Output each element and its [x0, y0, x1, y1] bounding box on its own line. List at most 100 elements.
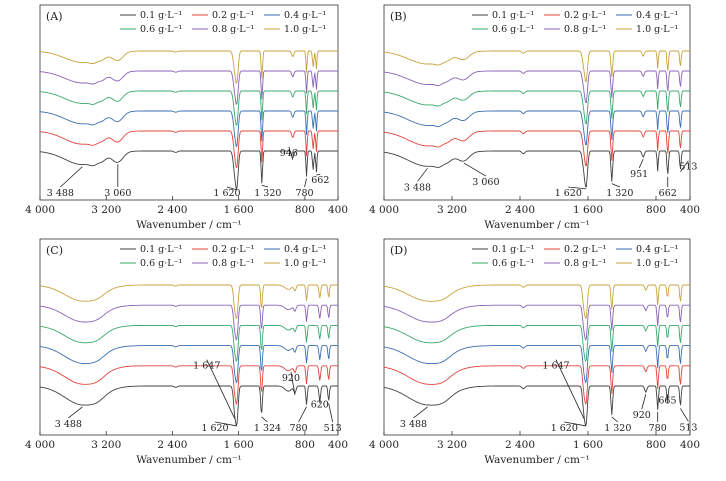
legend-item: 0.1 g·L⁻¹: [120, 244, 183, 255]
annotation-label: 1 647: [542, 361, 569, 372]
x-axis-label: Wavenumber / cm⁻¹: [484, 454, 590, 466]
series-line: [39, 345, 338, 384]
x-axis-label: Wavenumber / cm⁻¹: [136, 454, 242, 466]
x-tick-label: 400: [680, 204, 700, 216]
x-tick-label: 1 600: [573, 204, 603, 216]
series-line: [383, 50, 690, 83]
annotation-label: 513: [679, 422, 697, 433]
series-line: [39, 365, 338, 405]
x-tick-label: 400: [328, 204, 348, 216]
peak-annotation: 665: [658, 394, 677, 406]
legend-item: 0.6 g·L⁻¹: [472, 258, 535, 269]
legend-item: 0.1 g·L⁻¹: [472, 10, 535, 21]
peak-annotation: 3 488: [400, 406, 428, 430]
series-line: [383, 130, 690, 167]
annotation-arrow: [413, 406, 428, 419]
annotation-arrow: [290, 371, 296, 396]
plot-frame: [383, 4, 691, 201]
peak-annotation: 662: [311, 173, 329, 186]
peak-annotation: 513: [324, 403, 342, 434]
legend-label: 0.2 g·L⁻¹: [564, 10, 607, 21]
annotation-arrow: [316, 173, 321, 176]
legend-item: 0.4 g·L⁻¹: [264, 244, 327, 255]
annotation-arrow: [611, 183, 620, 188]
x-tick-label: 800: [295, 204, 315, 216]
peak-annotation: 3 488: [47, 166, 83, 199]
series-line: [39, 130, 338, 169]
legend-label: 1.0 g·L⁻¹: [636, 258, 679, 269]
annotation-arrow: [214, 421, 238, 427]
annotation-label: 780: [289, 423, 307, 434]
peak-annotation: 920: [282, 371, 300, 396]
peak-annotation: 1 620: [555, 186, 587, 199]
legend-item: 1.0 g·L⁻¹: [264, 24, 327, 35]
annotation-label: 3 488: [400, 419, 427, 430]
annotation-label: 662: [311, 175, 329, 186]
legend-item: 0.4 g·L⁻¹: [616, 244, 679, 255]
x-tick-label: 2 400: [505, 204, 535, 216]
legend-item: 0.2 g·L⁻¹: [544, 10, 607, 21]
series-line: [39, 110, 338, 148]
annotation-label: 1 320: [606, 188, 633, 199]
annotation-label: 1 620: [213, 188, 240, 199]
series-line: [383, 284, 690, 320]
annotation-arrow: [463, 162, 487, 177]
annotation-label: 620: [311, 399, 329, 410]
legend-item: 0.8 g·L⁻¹: [192, 24, 255, 35]
annotation-arrow: [226, 186, 238, 191]
legend-label: 0.4 g·L⁻¹: [636, 244, 679, 255]
legend-item: 0.1 g·L⁻¹: [472, 244, 535, 255]
x-tick-label: 4 000: [369, 204, 399, 216]
legend-label: 0.6 g·L⁻¹: [492, 24, 535, 35]
annotation-label: 1 647: [193, 361, 220, 372]
series-line: [39, 324, 338, 363]
annotation-label: 1 324: [254, 423, 281, 434]
legend-label: 0.8 g·L⁻¹: [212, 24, 255, 35]
peak-annotation: 1 324: [254, 416, 281, 434]
peak-annotation: 3 060: [463, 162, 500, 188]
legend-item: 0.2 g·L⁻¹: [544, 244, 607, 255]
annotation-label: 662: [659, 188, 677, 199]
x-tick-label: 1 600: [573, 439, 603, 451]
x-tick-label: 3 200: [91, 439, 121, 451]
peak-annotation: 1 620: [551, 421, 587, 434]
annotation-arrow: [261, 184, 268, 188]
legend-item: 0.6 g·L⁻¹: [120, 24, 183, 35]
peak-annotation: 780: [649, 411, 667, 434]
plot-frame: [39, 238, 339, 436]
series-line: [39, 50, 338, 84]
legend-label: 0.1 g·L⁻¹: [140, 244, 183, 255]
annotation-arrow: [568, 186, 587, 190]
legend-item: 0.8 g·L⁻¹: [192, 258, 255, 269]
legend-label: 0.8 g·L⁻¹: [212, 258, 255, 269]
peak-annotation: 1 620: [213, 186, 241, 199]
annotation-label: 3 488: [404, 182, 431, 193]
x-tick-label: 800: [646, 439, 666, 451]
annotation-arrow: [261, 416, 268, 423]
annotation-arrow: [328, 403, 334, 423]
series-line: [39, 385, 338, 427]
peak-annotation: 1 320: [606, 183, 633, 199]
panel-label: (B): [390, 10, 407, 23]
annotation-arrow: [68, 406, 83, 419]
annotation-label: 513: [324, 423, 342, 434]
annotation-label: 1 620: [555, 188, 582, 199]
peak-annotation: 662: [659, 176, 677, 199]
series-line: [383, 324, 690, 363]
annotation-label: 780: [295, 188, 313, 199]
x-tick-label: 4 000: [25, 204, 55, 216]
legend-item: 1.0 g·L⁻¹: [616, 24, 679, 35]
peak-annotation: 513: [679, 408, 697, 433]
peak-annotation: 951: [630, 158, 648, 180]
x-tick-label: 4 000: [369, 439, 399, 451]
annotation-arrow: [60, 166, 83, 188]
peak-annotation: 3 060: [104, 164, 131, 199]
legend-item: 0.4 g·L⁻¹: [264, 10, 327, 21]
peak-annotation: 1 647: [542, 359, 585, 419]
peak-annotation: 3 488: [404, 168, 431, 193]
series-line: [383, 365, 690, 405]
x-tick-label: 2 400: [157, 204, 187, 216]
plot-frame: [383, 238, 691, 436]
series-line: [383, 110, 690, 146]
